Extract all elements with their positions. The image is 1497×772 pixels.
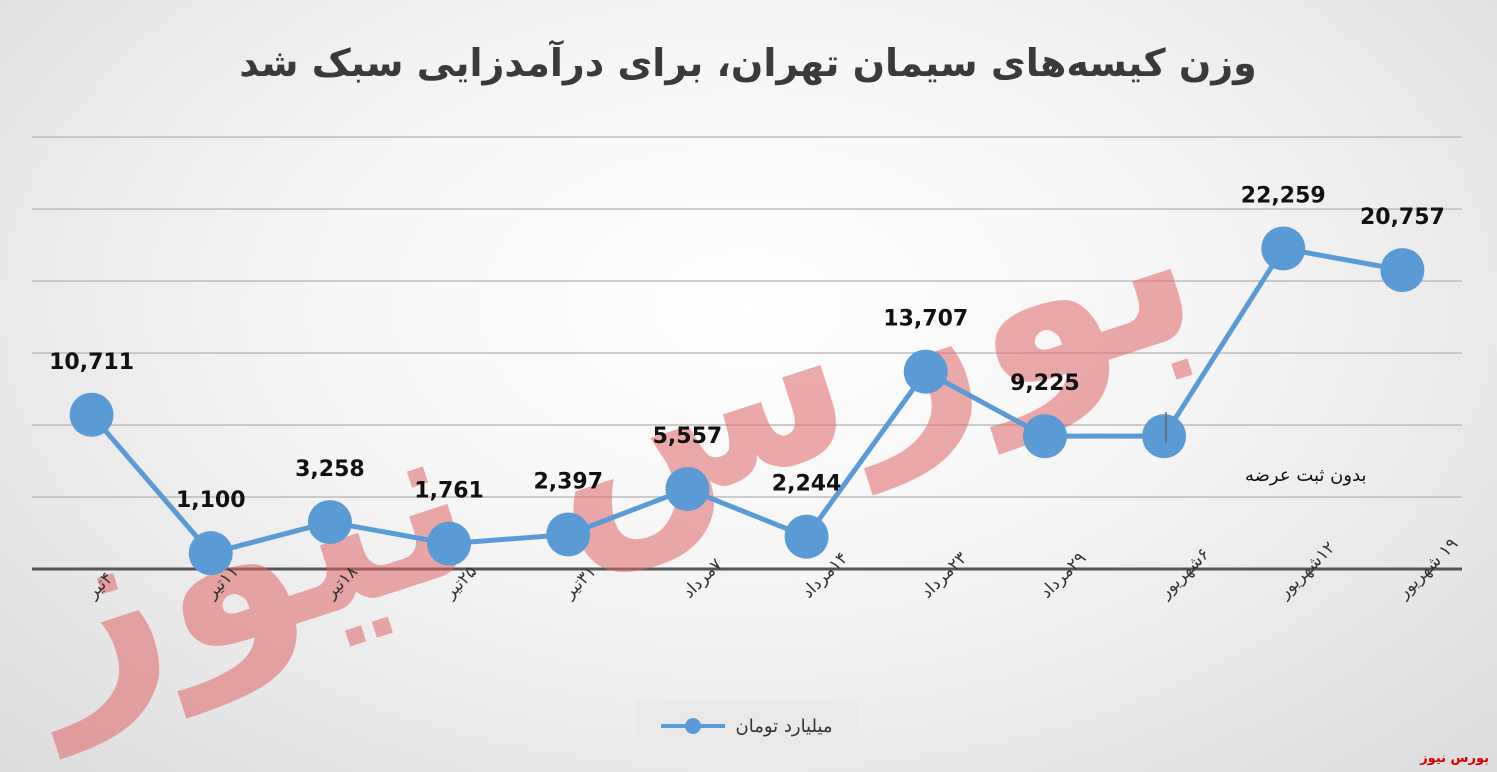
data-label: 3,258 [295, 457, 365, 482]
data-labels: 10,711 1,100 3,258 1,761 2,397 5,557 2,244 13,7… [49, 183, 1445, 513]
data-point [427, 521, 472, 566]
data-point [307, 500, 352, 545]
x-tick-label: ۱۲شهریور [1274, 538, 1339, 603]
data-label: 2,397 [533, 469, 603, 494]
data-point [1380, 248, 1425, 293]
source-logo: بورس نیوز [1420, 751, 1489, 766]
data-point [1142, 414, 1187, 459]
data-label: 1,100 [176, 488, 246, 513]
legend-label: میلیارد تومان [735, 715, 833, 737]
data-label: 13,707 [883, 307, 968, 332]
legend: میلیارد تومان [636, 700, 858, 752]
data-point [188, 531, 233, 576]
x-tick-label: ۲۳مرداد [917, 548, 971, 602]
data-point [1261, 226, 1306, 271]
x-tick-label: ۲۹مرداد [1036, 548, 1090, 602]
data-point [69, 392, 114, 437]
annotation: بدون ثبت عرضه [1165, 412, 1367, 486]
data-point [665, 466, 710, 511]
x-tick-label: ۶شهریور [1155, 544, 1214, 603]
annotation-text: بدون ثبت عرضه [1245, 465, 1367, 486]
data-label: 20,757 [1360, 205, 1445, 230]
data-label: 10,711 [49, 350, 134, 375]
data-points [69, 226, 1425, 576]
chart-title: وزن کیسه‌های سیمان تهران، برای درآمدزایی… [239, 39, 1257, 86]
data-label: 9,225 [1010, 371, 1080, 396]
data-label: 2,244 [772, 472, 842, 497]
data-label: 1,761 [414, 479, 484, 504]
data-point [1022, 414, 1067, 459]
x-tick-label: ۷مرداد [679, 555, 727, 603]
legend-line-marker-icon [661, 718, 726, 734]
data-point [903, 349, 948, 394]
data-point [546, 512, 591, 557]
data-point [784, 514, 829, 559]
data-label: 5,557 [653, 424, 723, 449]
data-label: 22,259 [1241, 183, 1326, 208]
gridlines [32, 136, 1462, 498]
